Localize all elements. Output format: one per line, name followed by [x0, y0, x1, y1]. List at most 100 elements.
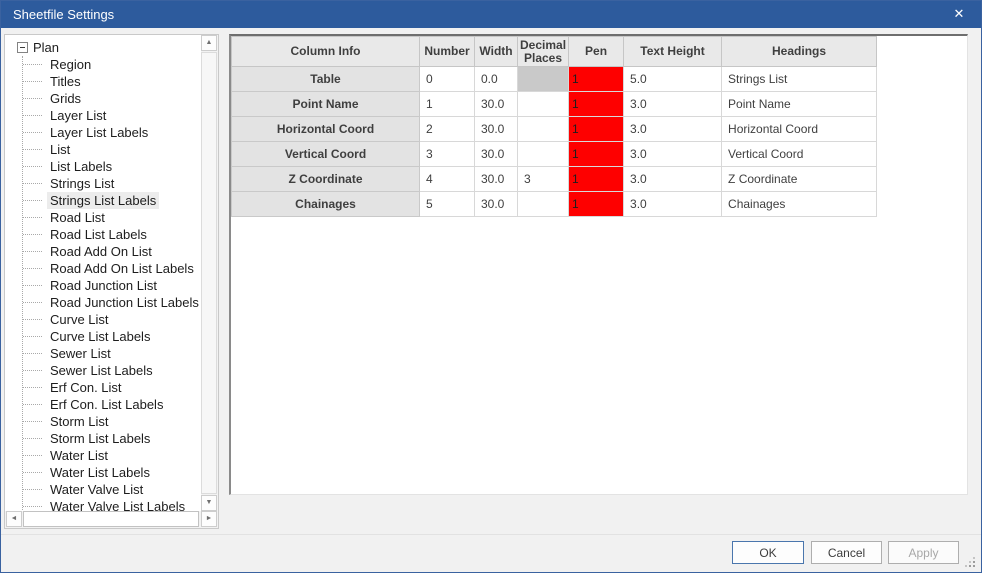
- tree-connector: [23, 455, 42, 456]
- tree-item-grids[interactable]: Grids: [5, 90, 201, 107]
- tree-item-list-labels[interactable]: List Labels: [5, 158, 201, 175]
- cell-width[interactable]: 30.0: [474, 91, 518, 117]
- cell-number[interactable]: 0: [419, 66, 475, 92]
- cell-column-info[interactable]: Table: [231, 66, 420, 92]
- cell-decimal-places[interactable]: [516, 191, 570, 217]
- tree-vertical-scrollbar[interactable]: ▲ ▼: [201, 35, 218, 511]
- tree-item-storm-list[interactable]: Storm List: [5, 413, 201, 430]
- table-row-vertical-coord: Vertical Coord 3 30.0 1 3.0 Vertical Coord: [231, 141, 878, 167]
- scroll-down-icon[interactable]: ▼: [201, 495, 217, 511]
- cell-headings[interactable]: Point Name: [721, 91, 878, 117]
- tree-item-curve-list-labels[interactable]: Curve List Labels: [5, 328, 201, 345]
- vertical-scroll-thumb[interactable]: [201, 52, 217, 494]
- scroll-left-icon[interactable]: ◄: [6, 511, 22, 527]
- column-header-headings: Headings: [721, 36, 878, 67]
- tree-item-titles[interactable]: Titles: [5, 73, 201, 90]
- cell-headings[interactable]: Vertical Coord: [721, 141, 878, 167]
- tree-item-road-list[interactable]: Road List: [5, 209, 201, 226]
- tree-item-storm-list-labels[interactable]: Storm List Labels: [5, 430, 201, 447]
- tree-root-plan[interactable]: Plan: [5, 39, 201, 56]
- tree-item-sewer-list-labels[interactable]: Sewer List Labels: [5, 362, 201, 379]
- cell-number[interactable]: 5: [419, 191, 475, 217]
- close-icon[interactable]: ✕: [953, 6, 965, 21]
- cell-number[interactable]: 1: [419, 91, 475, 117]
- tree-item-water-valve-list[interactable]: Water Valve List: [5, 481, 201, 498]
- cell-headings[interactable]: Horizontal Coord: [721, 116, 878, 142]
- tree-item-list[interactable]: List: [5, 141, 201, 158]
- scroll-up-icon[interactable]: ▲: [201, 35, 217, 51]
- cell-column-info[interactable]: Horizontal Coord: [231, 116, 420, 142]
- tree-item-erf-con-list-labels[interactable]: Erf Con. List Labels: [5, 396, 201, 413]
- cell-pen[interactable]: 1: [568, 116, 625, 142]
- tree-connector: [23, 336, 42, 337]
- cell-text-height[interactable]: 3.0: [623, 191, 723, 217]
- cell-pen[interactable]: 1: [568, 166, 625, 192]
- cell-width[interactable]: 30.0: [474, 191, 518, 217]
- tree-item-label: Water List Labels: [50, 465, 150, 480]
- tree-item-label: Road Junction List: [50, 278, 157, 293]
- tree-item-water-list-labels[interactable]: Water List Labels: [5, 464, 201, 481]
- tree-item-road-list-labels[interactable]: Road List Labels: [5, 226, 201, 243]
- tree-item-erf-con-list[interactable]: Erf Con. List: [5, 379, 201, 396]
- cell-column-info[interactable]: Point Name: [231, 91, 420, 117]
- cell-decimal-places[interactable]: 3: [516, 166, 570, 192]
- tree-connector: [23, 64, 42, 65]
- cell-pen[interactable]: 1: [568, 66, 625, 92]
- cell-column-info[interactable]: Vertical Coord: [231, 141, 420, 167]
- cell-decimal-places[interactable]: [516, 116, 570, 142]
- cell-decimal-places[interactable]: [516, 141, 570, 167]
- tree-item-water-list[interactable]: Water List: [5, 447, 201, 464]
- cell-text-height[interactable]: 3.0: [623, 166, 723, 192]
- cancel-button[interactable]: Cancel: [811, 541, 882, 564]
- cell-number[interactable]: 3: [419, 141, 475, 167]
- cell-text-height[interactable]: 3.0: [623, 141, 723, 167]
- cell-text-height[interactable]: 5.0: [623, 66, 723, 92]
- tree-item-strings-list[interactable]: Strings List: [5, 175, 201, 192]
- tree-item-label: Storm List Labels: [50, 431, 151, 446]
- column-header-width: Width: [474, 36, 518, 67]
- cell-pen[interactable]: 1: [568, 91, 625, 117]
- cell-decimal-places[interactable]: [516, 66, 570, 92]
- tree-connector: [23, 149, 42, 150]
- cell-text-height[interactable]: 3.0: [623, 91, 723, 117]
- tree-item-road-add-on-list-labels[interactable]: Road Add On List Labels: [5, 260, 201, 277]
- cell-width[interactable]: 30.0: [474, 116, 518, 142]
- tree-item-region[interactable]: Region: [5, 56, 201, 73]
- tree-item-strings-list-labels[interactable]: Strings List Labels: [5, 192, 201, 209]
- cell-headings[interactable]: Strings List: [721, 66, 878, 92]
- cell-number[interactable]: 4: [419, 166, 475, 192]
- cell-width[interactable]: 30.0: [474, 166, 518, 192]
- cell-number[interactable]: 2: [419, 116, 475, 142]
- scroll-right-icon[interactable]: ►: [201, 511, 217, 527]
- resize-grip[interactable]: [965, 557, 975, 567]
- ok-button[interactable]: OK: [732, 541, 804, 564]
- cell-width[interactable]: 30.0: [474, 141, 518, 167]
- cell-pen[interactable]: 1: [568, 141, 625, 167]
- cell-column-info[interactable]: Z Coordinate: [231, 166, 420, 192]
- tree-item-sewer-list[interactable]: Sewer List: [5, 345, 201, 362]
- cell-width[interactable]: 0.0: [474, 66, 518, 92]
- cell-decimal-places[interactable]: [516, 91, 570, 117]
- tree-item-road-junction-list[interactable]: Road Junction List: [5, 277, 201, 294]
- tree-item-layer-list[interactable]: Layer List: [5, 107, 201, 124]
- tree-item-curve-list[interactable]: Curve List: [5, 311, 201, 328]
- tree-connector: [23, 489, 42, 490]
- tree-item-label: Strings List Labels: [47, 192, 160, 209]
- cell-pen[interactable]: 1: [568, 191, 625, 217]
- cell-column-info[interactable]: Chainages: [231, 191, 420, 217]
- cell-text-height[interactable]: 3.0: [623, 116, 723, 142]
- tree-item-road-junction-list-labels[interactable]: Road Junction List Labels: [5, 294, 201, 311]
- column-header-decimal-places: Decimal Places: [516, 36, 570, 67]
- tree-connector: [23, 353, 42, 354]
- collapse-icon[interactable]: [17, 42, 28, 53]
- tree-item-road-add-on-list[interactable]: Road Add On List: [5, 243, 201, 260]
- tree-connector: [23, 472, 42, 473]
- apply-button[interactable]: Apply: [888, 541, 959, 564]
- horizontal-scroll-thumb[interactable]: [23, 511, 199, 527]
- cell-headings[interactable]: Chainages: [721, 191, 878, 217]
- tree-horizontal-scrollbar[interactable]: ◄ ►: [5, 511, 218, 528]
- tree-item-water-valve-list-labels[interactable]: Water Valve List Labels: [5, 498, 201, 511]
- tree-item-layer-list-labels[interactable]: Layer List Labels: [5, 124, 201, 141]
- cell-headings[interactable]: Z Coordinate: [721, 166, 878, 192]
- tree-item-label: Water Valve List: [50, 482, 144, 497]
